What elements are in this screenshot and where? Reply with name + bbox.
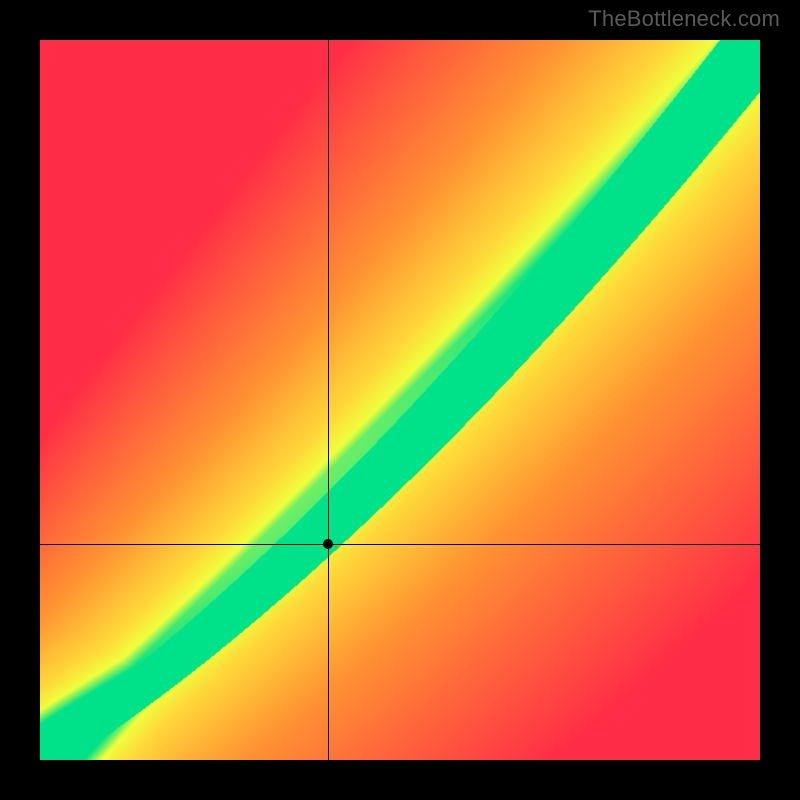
crosshair-dot [323,539,333,549]
heatmap-canvas [40,40,760,760]
chart-frame: TheBottleneck.com [0,0,800,800]
crosshair-vertical [328,40,329,760]
heatmap-plot [40,40,760,760]
crosshair-horizontal [40,544,760,545]
watermark-label: TheBottleneck.com [588,6,780,32]
